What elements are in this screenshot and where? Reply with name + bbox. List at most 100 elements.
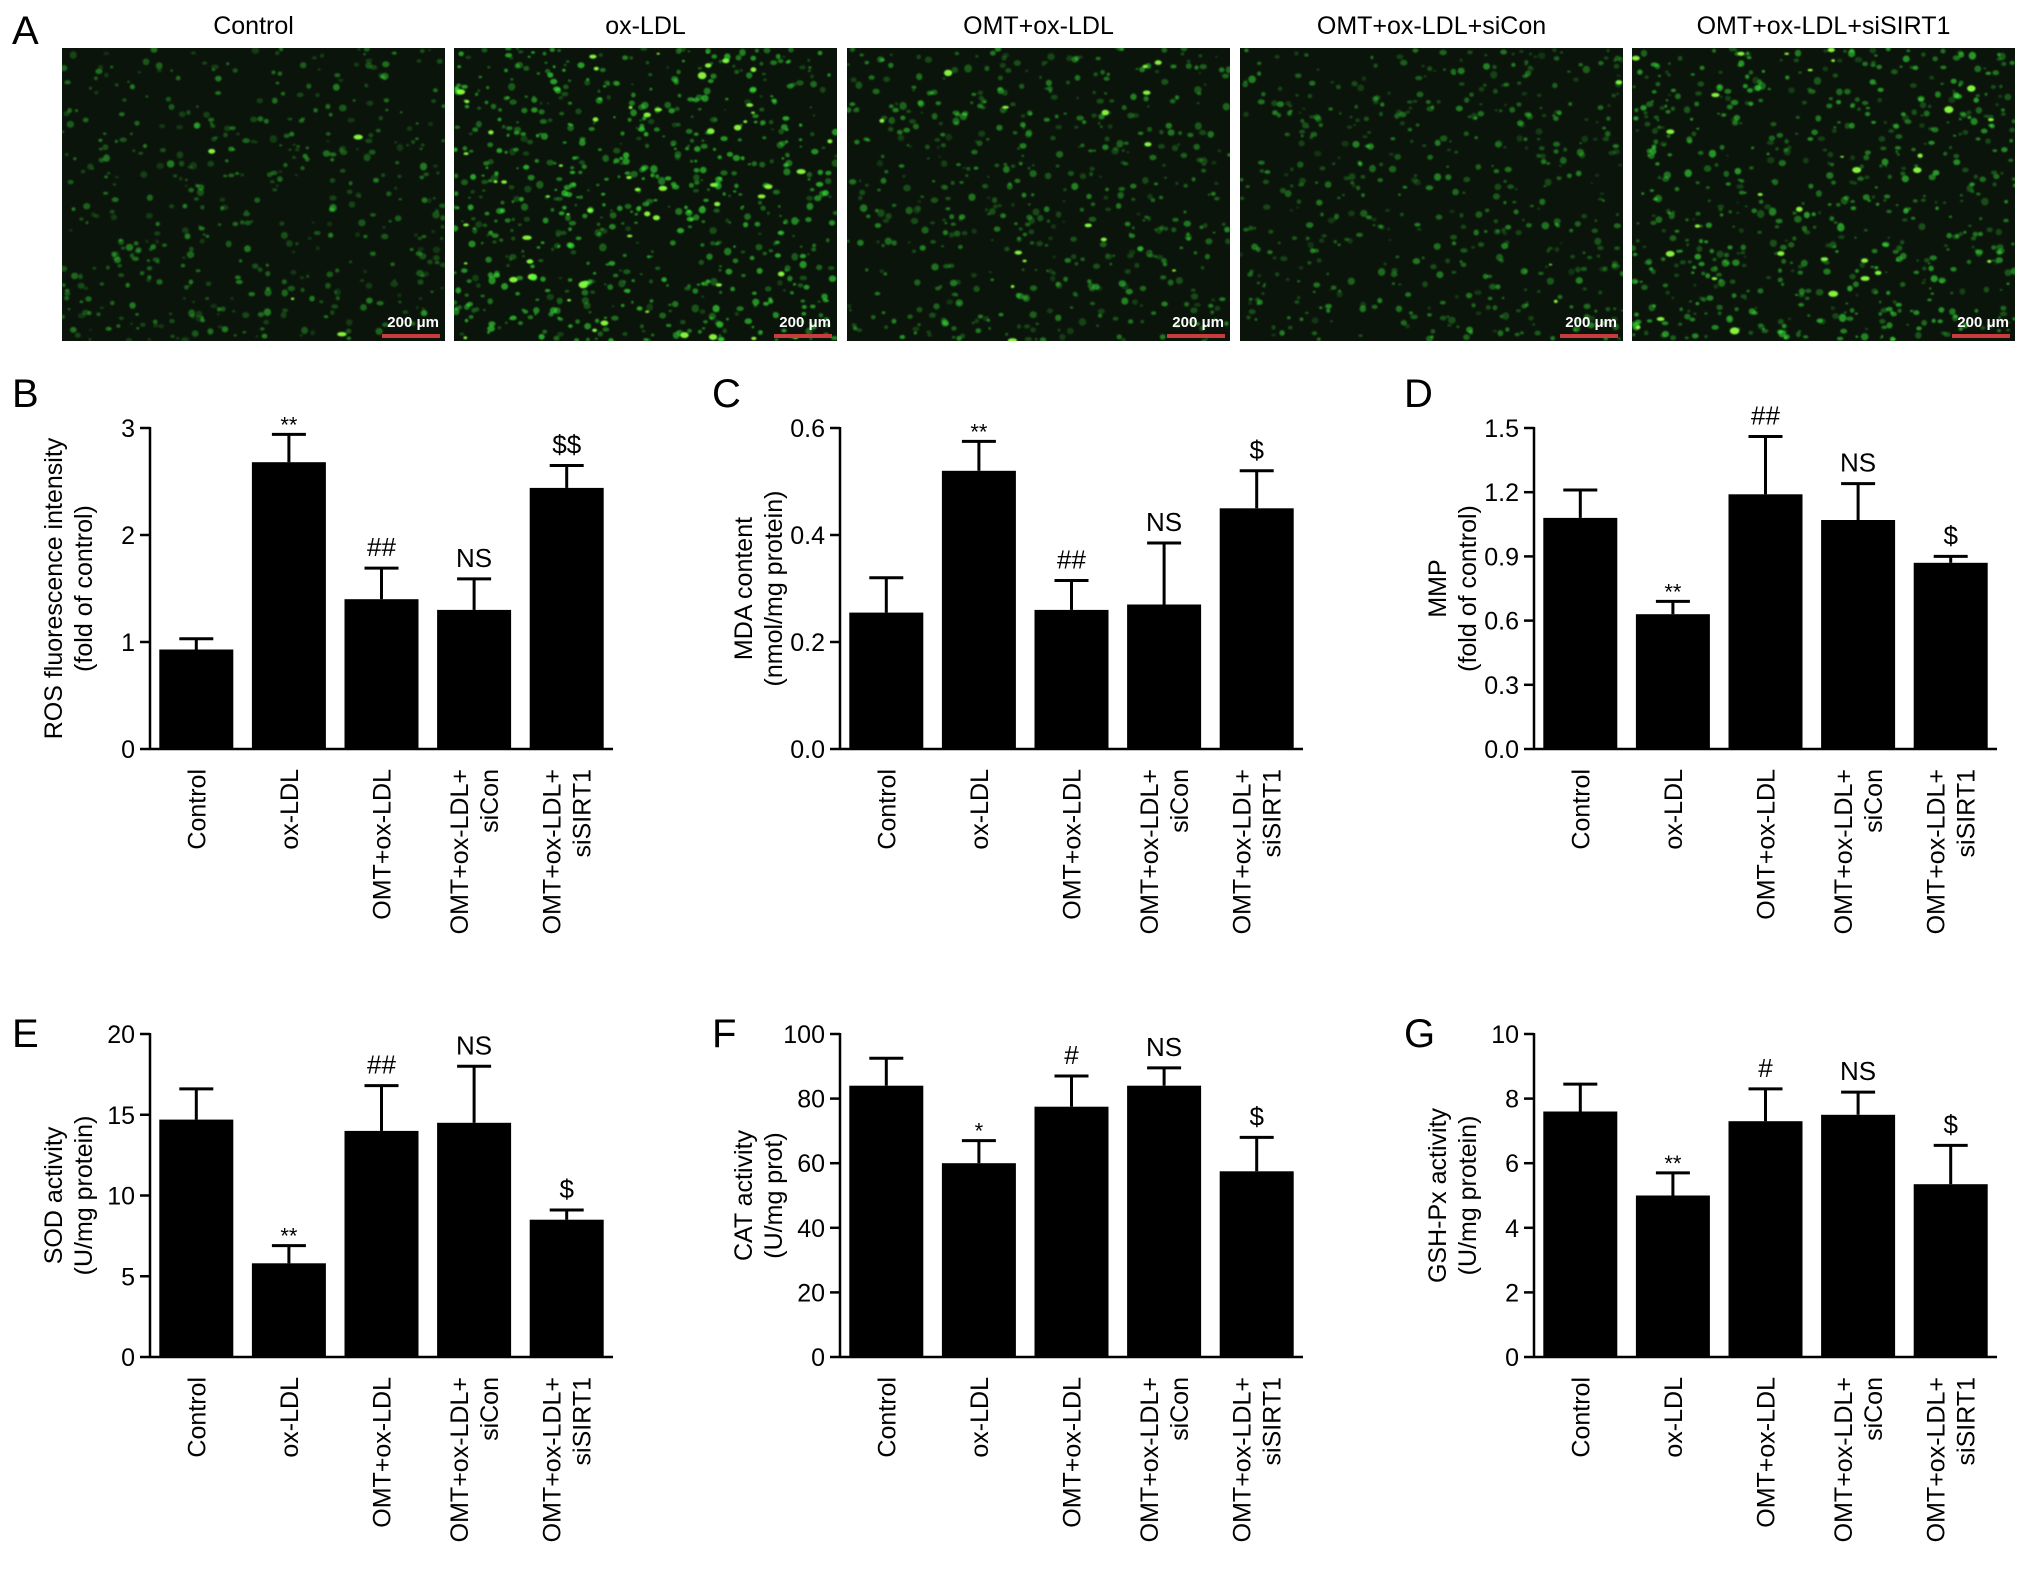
cell: [1769, 239, 1777, 247]
cell: [1744, 297, 1747, 300]
cell: [954, 112, 961, 117]
cell: [1102, 144, 1109, 150]
cell: [1792, 211, 1797, 215]
cell: [1651, 90, 1657, 94]
cell: [1309, 80, 1316, 86]
cell: [1439, 49, 1447, 56]
cell: [1417, 227, 1422, 231]
cell: [1553, 116, 1559, 121]
cell: [1646, 319, 1653, 323]
cell: [375, 128, 381, 133]
cell: [1667, 153, 1673, 157]
significance-label: **: [1664, 1151, 1682, 1176]
cell: [956, 163, 961, 167]
cell: [335, 296, 340, 301]
cell: [1537, 93, 1542, 97]
cell: [290, 297, 295, 300]
cell: [757, 232, 762, 235]
cell: [1860, 276, 1870, 281]
cell: [1517, 120, 1524, 127]
cell: [753, 120, 758, 124]
cell: [504, 321, 508, 324]
cell: [637, 205, 642, 210]
cell: [409, 248, 414, 251]
cell: [1511, 62, 1516, 67]
cell: [534, 158, 539, 163]
cell: [1509, 106, 1516, 113]
cell: [1014, 250, 1022, 255]
cell: [493, 180, 498, 184]
cell: [1019, 162, 1023, 166]
cell: [1248, 225, 1254, 231]
cell: [599, 216, 604, 219]
cell: [1661, 257, 1666, 261]
cell: [1827, 48, 1835, 53]
cell: [1880, 307, 1888, 313]
cell: [768, 120, 774, 125]
cell: [1875, 272, 1879, 275]
cell: [503, 96, 509, 101]
cell: [508, 185, 515, 190]
cell: [874, 291, 881, 296]
cell: [538, 109, 545, 115]
cell: [1717, 204, 1724, 210]
cell: [1311, 317, 1319, 324]
y-axis-label-line: MDA content: [730, 517, 758, 660]
cell: [491, 233, 499, 238]
cell: [1066, 80, 1070, 85]
cell: [750, 55, 757, 61]
y-tick-label: 15: [107, 1102, 135, 1130]
cell: [1958, 117, 1962, 121]
cell: [1828, 290, 1839, 297]
cell: [74, 109, 79, 112]
cell: [599, 243, 607, 252]
cell: [1874, 266, 1879, 270]
cell: [1580, 266, 1588, 272]
cell: [1552, 114, 1556, 117]
cell: [185, 178, 188, 181]
cell: [278, 170, 283, 174]
cell: [1633, 116, 1639, 121]
cell: [1543, 185, 1547, 188]
cell: [232, 68, 238, 73]
cell: [1347, 277, 1355, 285]
cell: [457, 65, 462, 69]
cell: [421, 197, 428, 203]
x-tick-label: OMT+ox-LDL+siSIRT1: [1229, 1377, 1287, 1542]
cell: [1709, 248, 1715, 254]
cell: [1500, 49, 1507, 55]
cell: [1651, 100, 1654, 103]
cell: [1137, 246, 1144, 252]
cell: [486, 234, 490, 237]
cell: [2000, 171, 2004, 175]
cell: [1970, 117, 1978, 126]
cell: [545, 68, 551, 74]
cell: [2009, 138, 2013, 143]
x-tick-label-line: ox-LDL: [1660, 769, 1688, 850]
cell: [1854, 236, 1857, 239]
cell: [1686, 136, 1693, 143]
cell: [1247, 272, 1253, 277]
cell: [1093, 149, 1096, 152]
cell: [1410, 139, 1414, 143]
cell: [555, 229, 562, 235]
cell: [1918, 223, 1926, 231]
cell: [1782, 329, 1788, 335]
cell: [1117, 191, 1124, 199]
cell: [1257, 99, 1265, 105]
cell: [242, 138, 250, 144]
cell: [924, 56, 933, 63]
cell: [1407, 127, 1413, 132]
cell: [1115, 203, 1122, 209]
y-tick-label: 20: [797, 1279, 825, 1307]
cell: [1084, 223, 1092, 228]
cell: [1121, 297, 1129, 305]
cell: [1190, 293, 1199, 300]
cell: [431, 99, 436, 103]
cell: [1100, 237, 1107, 242]
cell: [1197, 92, 1202, 96]
bar: [849, 1085, 924, 1357]
cell: [299, 276, 305, 280]
cell: [1034, 268, 1038, 272]
cell: [463, 152, 469, 156]
